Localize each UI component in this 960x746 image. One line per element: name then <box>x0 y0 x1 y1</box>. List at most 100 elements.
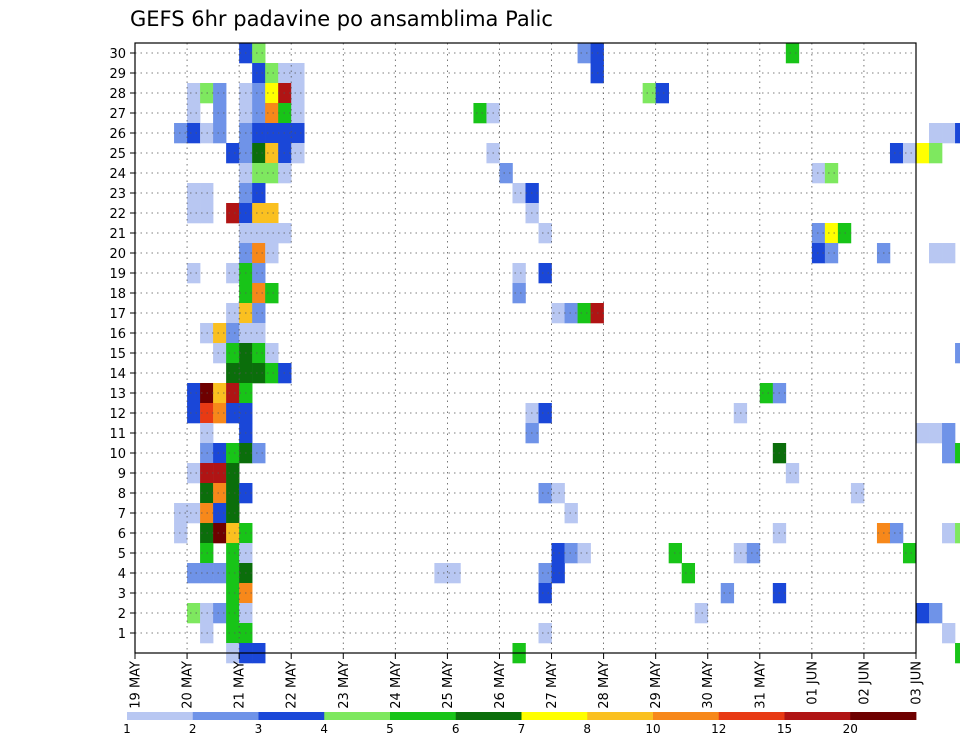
y-tick-label: 23 <box>109 187 126 202</box>
heatmap-cell <box>538 263 552 284</box>
y-tick-label: 11 <box>109 427 126 442</box>
heatmap-cell <box>512 183 526 204</box>
heatmap-cell <box>929 243 943 264</box>
heatmap-cell <box>499 163 513 184</box>
chart-title: GEFS 6hr padavine po ansamblima Palic <box>130 7 553 31</box>
heatmap-cell <box>577 43 591 64</box>
heatmap-cell <box>694 603 709 624</box>
heatmap-cell <box>252 363 266 384</box>
heatmap-cell <box>551 303 565 324</box>
y-tick-label: 18 <box>109 287 126 302</box>
colorbar-label: 3 <box>255 722 263 736</box>
colorbar-swatch <box>455 712 522 720</box>
colorbar-label: 7 <box>518 722 526 736</box>
heatmap-cell <box>564 503 578 524</box>
heatmap-cell <box>785 43 800 64</box>
y-axis: 1234567891011121314151617181920212223242… <box>109 47 135 642</box>
y-tick-label: 28 <box>109 87 126 102</box>
heatmap-cell <box>213 83 227 104</box>
heatmap-cell <box>187 383 201 404</box>
x-tick-label: 30 MAY <box>701 661 716 709</box>
heatmap-cell <box>538 563 552 584</box>
heatmap-cell <box>252 123 266 144</box>
heatmap-cell <box>746 543 761 564</box>
heatmap-cell <box>265 163 279 184</box>
colorbar-label: 4 <box>320 722 328 736</box>
y-tick-label: 10 <box>109 447 126 462</box>
y-tick-label: 9 <box>118 467 126 482</box>
y-tick-label: 19 <box>109 267 126 282</box>
y-tick-label: 1 <box>118 627 126 642</box>
heatmap-cell <box>226 363 240 384</box>
heatmap-cell <box>226 503 240 524</box>
heatmap-cell <box>577 543 591 564</box>
heatmap-cell <box>226 323 240 344</box>
colorbar-label: 6 <box>452 722 460 736</box>
heatmap-cell <box>265 223 279 244</box>
heatmap-cell <box>187 403 201 424</box>
heatmap-cell <box>252 163 266 184</box>
heatmap-cell <box>291 103 305 124</box>
y-tick-label: 21 <box>109 227 126 242</box>
heatmap-cell <box>226 343 240 364</box>
colorbar-label: 20 <box>843 722 858 736</box>
y-tick-label: 16 <box>109 327 126 342</box>
x-tick-label: 22 MAY <box>285 661 300 709</box>
heatmap-cell <box>252 343 266 364</box>
colorbar-swatch <box>718 712 785 720</box>
heatmap-cells <box>174 43 960 664</box>
heatmap-cell <box>187 603 201 624</box>
heatmap-cell <box>889 143 904 164</box>
colorbar-swatch <box>127 712 194 720</box>
heatmap-cell <box>642 83 656 104</box>
heatmap-cell <box>213 403 227 424</box>
heatmap-cell <box>187 203 201 224</box>
heatmap-cell <box>252 43 266 64</box>
heatmap-cell <box>291 143 305 164</box>
heatmap-cell <box>551 563 565 584</box>
heatmap-cell <box>213 383 227 404</box>
colorbar-label: 12 <box>711 722 726 736</box>
heatmap-cell <box>187 103 201 124</box>
heatmap-cell <box>226 583 240 604</box>
heatmap-cell <box>850 483 865 504</box>
heatmap-cell <box>824 243 839 264</box>
heatmap-cell <box>265 83 279 104</box>
x-tick-label: 21 MAY <box>233 661 248 709</box>
heatmap-cell <box>942 623 956 644</box>
heatmap-cell <box>265 283 279 304</box>
heatmap-cell <box>226 483 240 504</box>
y-tick-label: 3 <box>118 587 126 602</box>
heatmap-cell <box>512 283 526 304</box>
heatmap-cell <box>759 383 774 404</box>
y-tick-label: 27 <box>109 107 126 122</box>
heatmap-cell <box>473 103 487 124</box>
heatmap-cell <box>226 463 240 484</box>
plot-frame <box>134 42 917 654</box>
y-tick-label: 7 <box>118 507 126 522</box>
heatmap-cell <box>265 103 279 124</box>
heatmap-cell <box>942 443 956 464</box>
heatmap-cell <box>226 143 240 164</box>
heatmap-cell <box>512 263 526 284</box>
colorbar-label: 1 <box>123 722 131 736</box>
heatmap-cell <box>213 323 227 344</box>
heatmap-cell <box>720 583 735 604</box>
heatmap-cell <box>538 223 552 244</box>
heatmap-cell <box>291 83 305 104</box>
heatmap-cell <box>252 203 266 224</box>
heatmap-cell <box>252 63 266 84</box>
x-tick-label: 23 MAY <box>337 661 352 709</box>
heatmap-cell <box>252 443 266 464</box>
heatmap-cell <box>681 563 696 584</box>
heatmap-cell <box>902 143 917 164</box>
colorbar-label: 2 <box>189 722 197 736</box>
heatmap-cell <box>955 643 960 664</box>
heatmap-cell <box>187 463 201 484</box>
x-tick-label: 28 MAY <box>597 661 612 709</box>
x-tick-label: 02 JUN <box>857 661 872 705</box>
y-tick-label: 8 <box>118 487 126 502</box>
heatmap-cell <box>187 123 201 144</box>
heatmap-cell <box>655 83 669 104</box>
heatmap-cell <box>226 403 240 424</box>
